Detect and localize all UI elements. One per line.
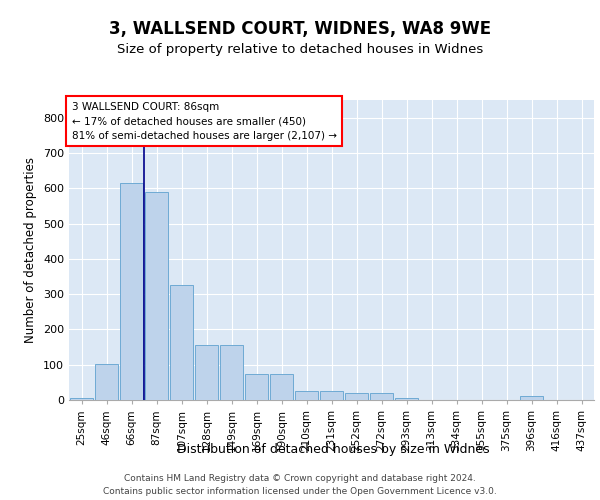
Text: Contains public sector information licensed under the Open Government Licence v3: Contains public sector information licen… xyxy=(103,488,497,496)
Bar xyxy=(120,183,143,400)
Y-axis label: Number of detached properties: Number of detached properties xyxy=(25,157,37,343)
Text: 3 WALLSEND COURT: 86sqm
← 17% of detached houses are smaller (450)
81% of semi-d: 3 WALLSEND COURT: 86sqm ← 17% of detache… xyxy=(71,102,337,141)
Bar xyxy=(245,374,268,400)
Text: Size of property relative to detached houses in Widnes: Size of property relative to detached ho… xyxy=(117,42,483,56)
Bar xyxy=(220,346,243,400)
Text: Contains HM Land Registry data © Crown copyright and database right 2024.: Contains HM Land Registry data © Crown c… xyxy=(124,474,476,483)
Bar xyxy=(170,286,193,400)
Text: Distribution of detached houses by size in Widnes: Distribution of detached houses by size … xyxy=(176,442,490,456)
Bar xyxy=(395,398,418,400)
Bar xyxy=(270,374,293,400)
Bar xyxy=(95,364,118,400)
Bar xyxy=(320,391,343,400)
Bar xyxy=(520,396,543,400)
Bar xyxy=(295,391,318,400)
Bar xyxy=(195,346,218,400)
Bar xyxy=(70,398,93,400)
Bar xyxy=(370,393,393,400)
Bar xyxy=(345,393,368,400)
Text: 3, WALLSEND COURT, WIDNES, WA8 9WE: 3, WALLSEND COURT, WIDNES, WA8 9WE xyxy=(109,20,491,38)
Bar xyxy=(145,192,168,400)
